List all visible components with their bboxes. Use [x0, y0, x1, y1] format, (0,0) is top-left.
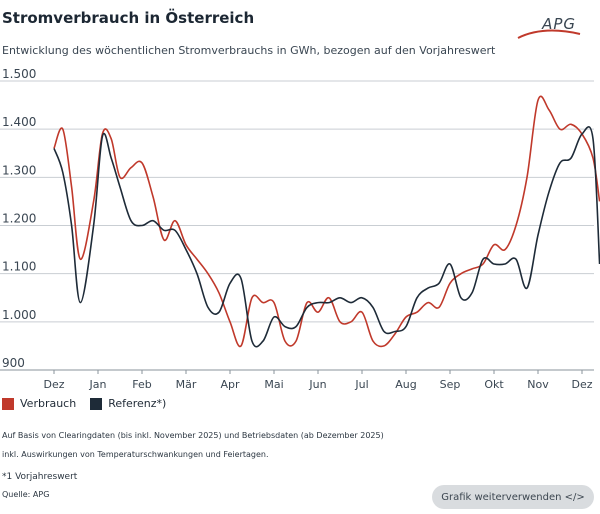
legend-item-verbrauch: Verbrauch — [2, 397, 76, 410]
note-data-basis: Auf Basis von Clearingdaten (bis inkl. N… — [2, 431, 384, 440]
x-tick-label: Sep — [440, 378, 461, 391]
legend-swatch-referenz — [90, 397, 103, 410]
x-tick-label: Mai — [264, 378, 283, 391]
x-tick-label: Jan — [89, 378, 107, 391]
legend-item-referenz: Referenz*) — [90, 397, 166, 410]
x-tick-label: Aug — [395, 378, 416, 391]
x-tick-label: Okt — [484, 378, 504, 391]
series-line-verbrauch — [53, 95, 600, 348]
x-tick-label: Jul — [354, 378, 368, 391]
logo-text: APG — [542, 15, 576, 33]
source-note: Quelle: APG — [2, 490, 50, 499]
chart-subtitle: Entwicklung des wöchentlichen Stromverbr… — [2, 44, 496, 57]
x-tick-label: Apr — [220, 378, 240, 391]
series-line-referenz — [53, 126, 600, 348]
x-tick-label: Feb — [132, 378, 151, 391]
x-tick-label: Mär — [176, 378, 197, 391]
legend: Verbrauch Referenz*) — [2, 397, 180, 410]
y-tick-label: 1.100 — [2, 260, 36, 274]
apg-logo: APG — [514, 12, 586, 42]
x-tick-label: Dez — [43, 378, 64, 391]
x-tick-label: Dez — [571, 378, 592, 391]
y-tick-label: 1.000 — [2, 308, 36, 322]
x-tick-label: Nov — [527, 378, 549, 391]
y-tick-label: 1.200 — [2, 212, 36, 226]
chart-title: Stromverbrauch in Österreich — [2, 9, 255, 27]
footnote: *1 Vorjahreswert — [2, 472, 78, 482]
y-tick-label: 900 — [2, 356, 25, 370]
legend-label-referenz: Referenz*) — [108, 397, 167, 410]
y-tick-label: 1.300 — [2, 163, 36, 177]
logo-swoosh-icon — [517, 29, 581, 39]
note-effects: inkl. Auswirkungen von Temperaturschwank… — [2, 450, 269, 459]
legend-swatch-verbrauch — [2, 397, 14, 410]
line-chart: 1.500 1.400 1.300 1.200 1.100 1.000 900 Dez Jan F… — [0, 68, 600, 391]
reuse-graphic-button[interactable]: Grafik weiterverwenden </> — [432, 485, 594, 509]
y-tick-label: 1.500 — [2, 68, 36, 81]
legend-label-verbrauch: Verbrauch — [20, 397, 77, 410]
y-tick-label: 1.400 — [2, 115, 36, 129]
x-tick-label: Jun — [308, 378, 326, 391]
